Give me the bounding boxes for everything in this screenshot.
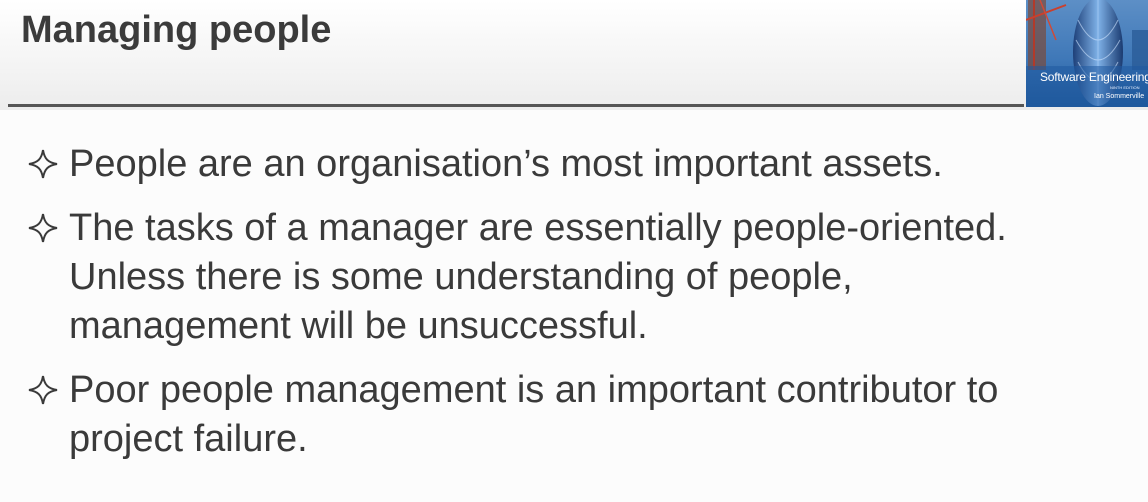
- bullet-line: project failure.: [69, 418, 308, 460]
- cover-edition: NINTH EDITION: [1110, 85, 1140, 90]
- four-point-star-outline-icon: [28, 213, 58, 243]
- title-divider: [8, 104, 1024, 107]
- bullet-line: Poor people management is an important c…: [69, 369, 999, 411]
- cover-author: Ian Sommerville: [1094, 93, 1145, 100]
- bullet-line: People are an organisation’s most import…: [69, 143, 943, 185]
- book-cover-image: Software Engineering NINTH EDITION Ian S…: [1026, 0, 1148, 107]
- bullet-item: The tasks of a manager are essentially p…: [26, 204, 1136, 351]
- bullet-line: The tasks of a manager are essentially p…: [69, 207, 1007, 249]
- bullet-line: Unless there is some understanding of pe…: [69, 256, 853, 298]
- slide-title: Managing people: [21, 9, 332, 51]
- cover-title: Software Engineering: [1040, 70, 1148, 84]
- book-cover-graphic: [1026, 0, 1148, 107]
- four-point-star-outline-icon: [28, 149, 58, 179]
- bullet-item: People are an organisation’s most import…: [26, 140, 1136, 189]
- bullet-line: management will be unsuccessful.: [69, 305, 648, 347]
- bullet-list: People are an organisation’s most import…: [26, 140, 1136, 479]
- four-point-star-outline-icon: [28, 375, 58, 405]
- bullet-item: Poor people management is an important c…: [26, 366, 1136, 464]
- slide-header: Managing people: [0, 0, 1148, 110]
